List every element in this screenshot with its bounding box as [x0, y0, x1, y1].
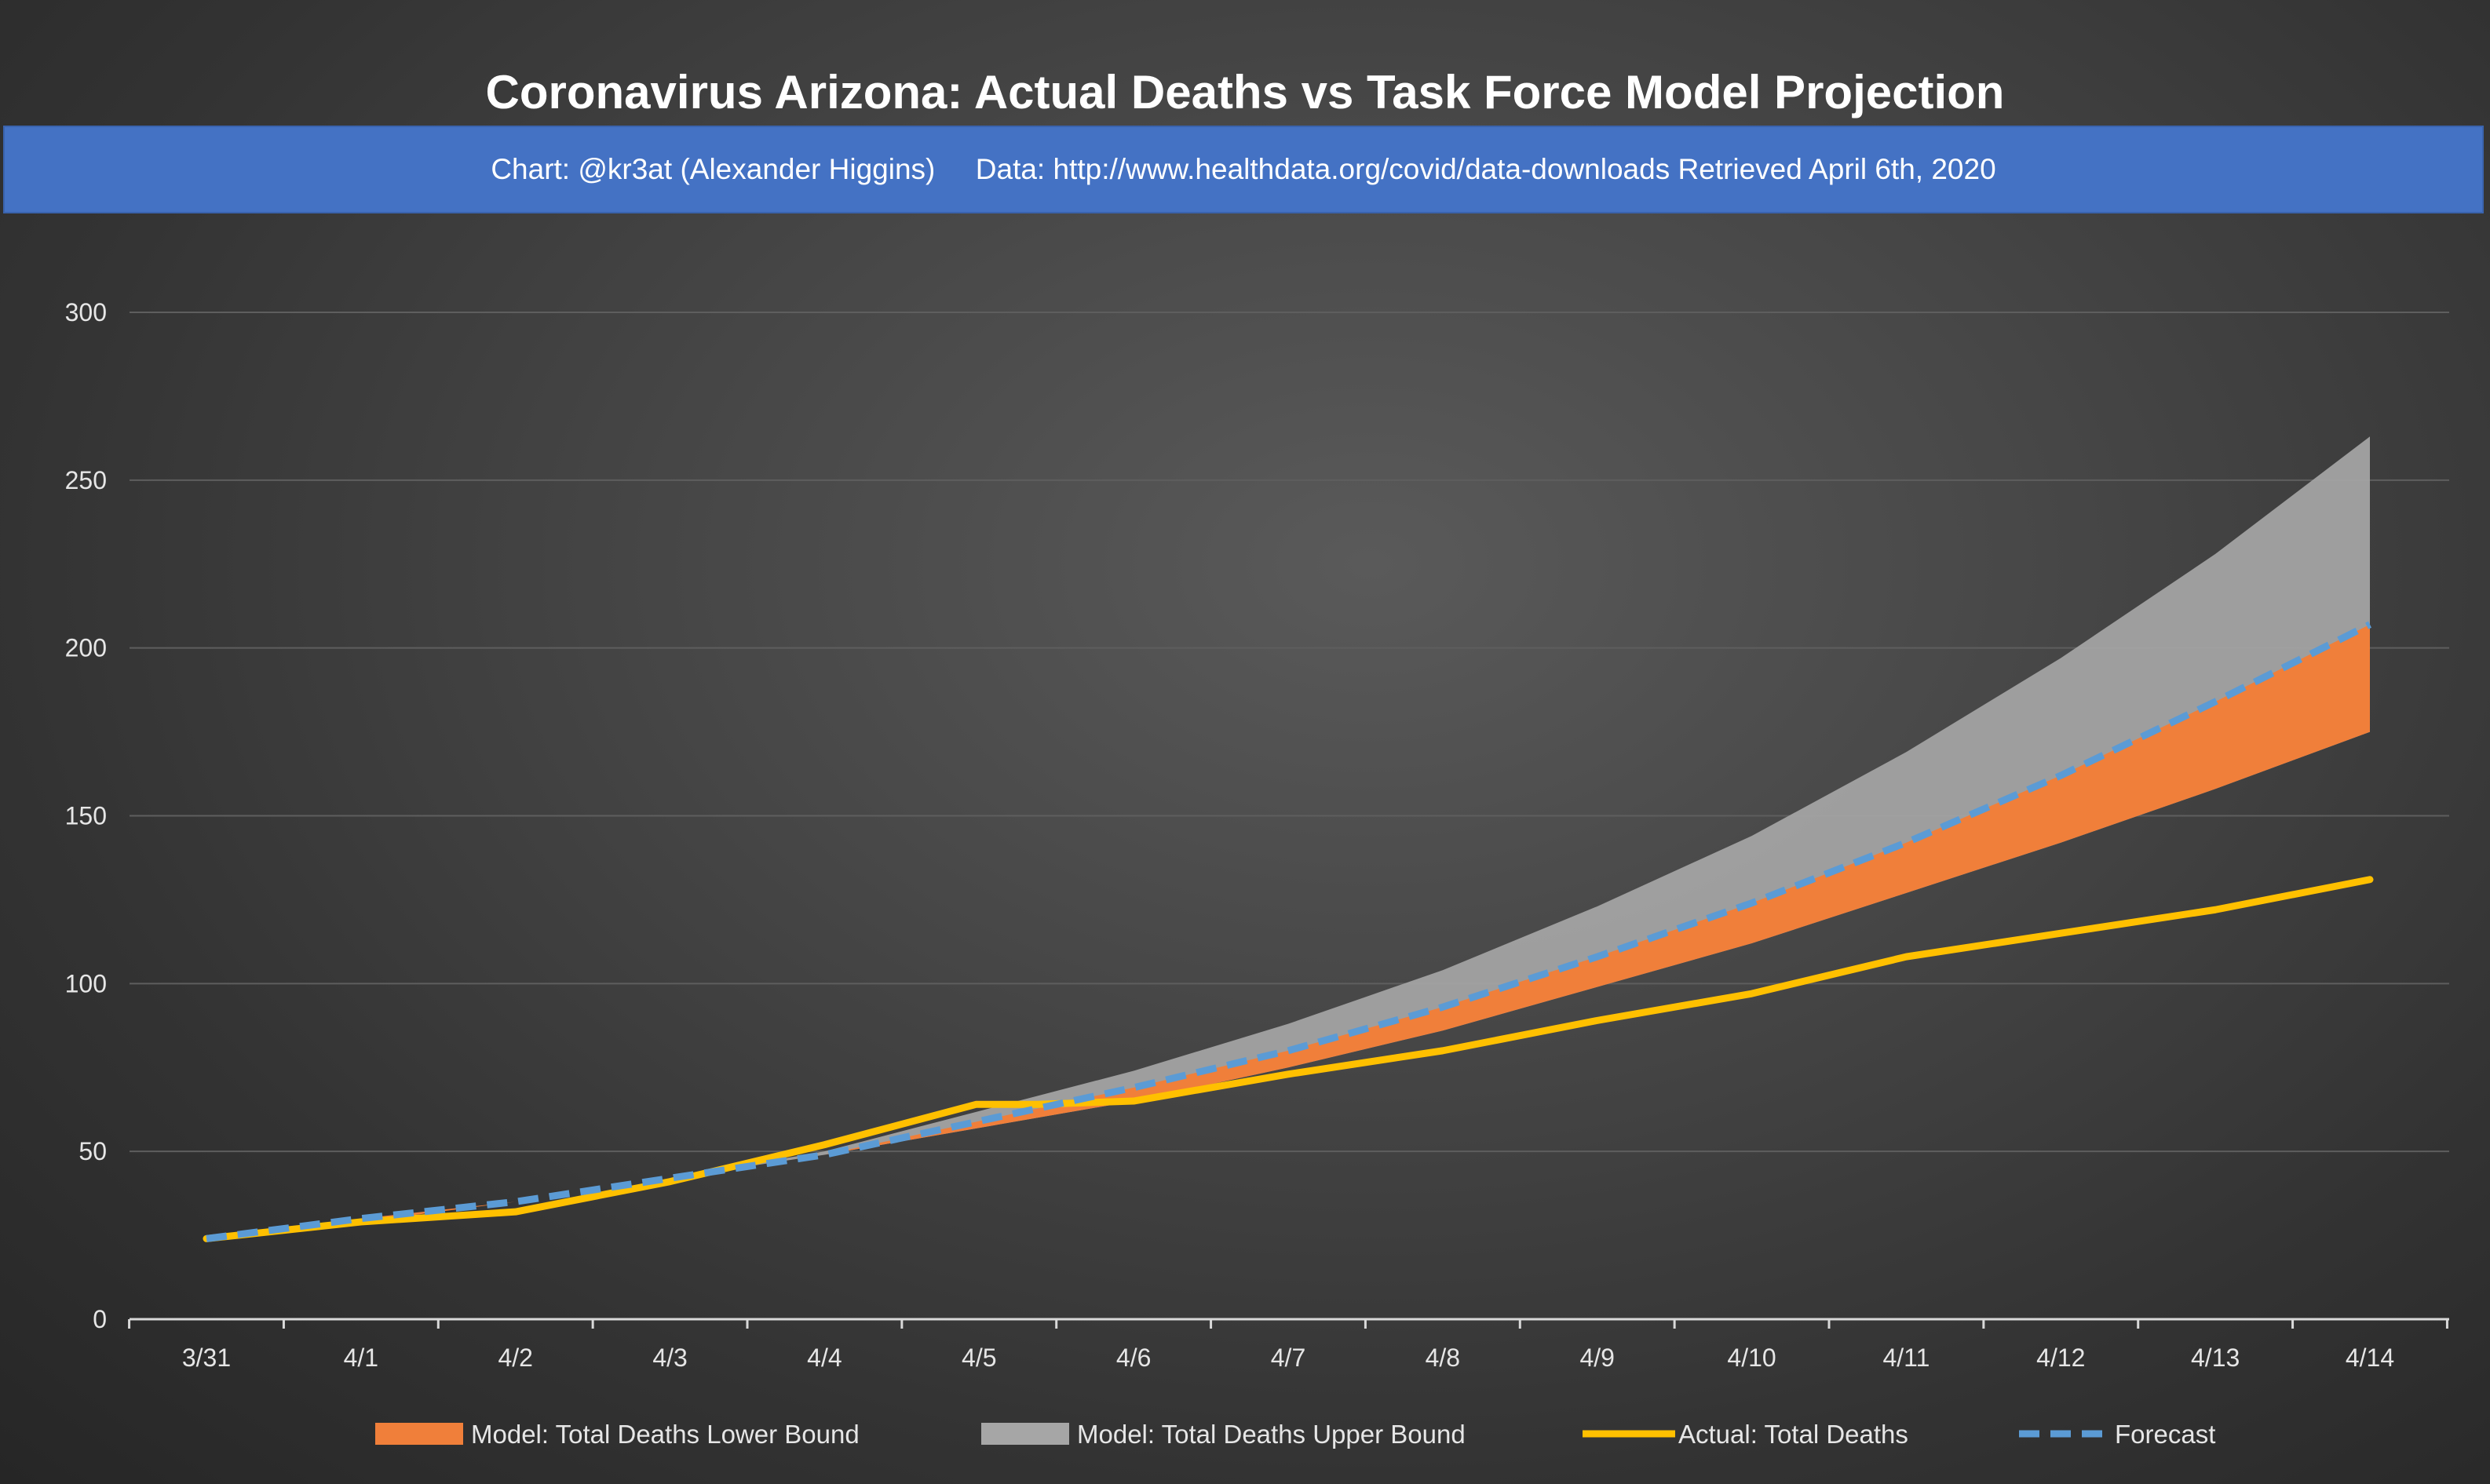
- x-tick-label-4/6: 4/6: [1116, 1344, 1151, 1372]
- x-tick-label-4/9: 4/9: [1579, 1344, 1614, 1372]
- legend-swatch-1: [981, 1423, 1069, 1445]
- subtitle-text: Chart: @kr3at (Alexander Higgins) Data: …: [491, 153, 1996, 185]
- legend-swatch-0: [375, 1423, 463, 1445]
- x-tick-label-4/2: 4/2: [498, 1344, 532, 1372]
- x-tick-label-4/4: 4/4: [807, 1344, 842, 1372]
- y-tick-label-150: 150: [65, 802, 107, 830]
- x-tick-label-3/31: 3/31: [182, 1344, 231, 1372]
- y-tick-label-250: 250: [65, 466, 107, 494]
- x-tick-label-4/12: 4/12: [2036, 1344, 2085, 1372]
- subtitle-banner: Chart: @kr3at (Alexander Higgins) Data: …: [3, 126, 2484, 213]
- y-tick-label-300: 300: [65, 298, 107, 326]
- x-tick-label-4/5: 4/5: [962, 1344, 996, 1372]
- x-tick-label-4/7: 4/7: [1271, 1344, 1305, 1372]
- x-tick-label-4/10: 4/10: [1727, 1344, 1776, 1372]
- series-line-actual-deaths: [203, 876, 2374, 1242]
- y-tick-label-0: 0: [93, 1305, 107, 1333]
- legend-label-1: Model: Total Deaths Upper Bound: [1077, 1420, 1466, 1449]
- chart-title: Coronavirus Arizona: Actual Deaths vs Ta…: [485, 66, 2005, 119]
- legend-label-2: Actual: Total Deaths: [1678, 1420, 1908, 1449]
- x-tick-label-4/8: 4/8: [1426, 1344, 1460, 1372]
- y-tick-label-100: 100: [65, 969, 107, 997]
- x-tick-label-4/1: 4/1: [344, 1344, 378, 1372]
- x-tick-label-4/11: 4/11: [1882, 1344, 1930, 1372]
- x-tick-label-4/13: 4/13: [2191, 1344, 2240, 1372]
- legend-label-3: Forecast: [2115, 1420, 2215, 1449]
- x-tick-label-4/3: 4/3: [652, 1344, 687, 1372]
- x-tick-label-4/14: 4/14: [2346, 1344, 2394, 1372]
- y-tick-label-50: 50: [78, 1137, 107, 1165]
- legend-label-0: Model: Total Deaths Lower Bound: [471, 1420, 860, 1449]
- y-tick-label-200: 200: [65, 634, 107, 662]
